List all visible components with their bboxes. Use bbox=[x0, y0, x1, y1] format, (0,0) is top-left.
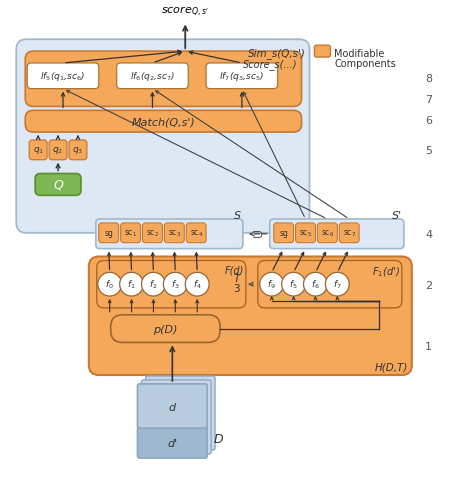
FancyBboxPatch shape bbox=[143, 224, 162, 243]
Text: f$_9$: f$_9$ bbox=[267, 278, 276, 291]
Ellipse shape bbox=[260, 273, 284, 296]
Ellipse shape bbox=[98, 273, 122, 296]
Text: 4: 4 bbox=[425, 229, 433, 239]
Text: 7: 7 bbox=[425, 95, 433, 105]
Text: Components: Components bbox=[334, 59, 396, 69]
FancyBboxPatch shape bbox=[121, 224, 141, 243]
FancyBboxPatch shape bbox=[270, 220, 404, 249]
Text: sc$_4$: sc$_4$ bbox=[189, 228, 203, 239]
FancyBboxPatch shape bbox=[138, 384, 207, 428]
FancyBboxPatch shape bbox=[89, 257, 412, 375]
FancyBboxPatch shape bbox=[274, 224, 294, 243]
Text: q$_1$: q$_1$ bbox=[32, 145, 44, 156]
Text: D: D bbox=[214, 432, 224, 445]
Text: 8: 8 bbox=[425, 74, 433, 83]
FancyBboxPatch shape bbox=[339, 224, 359, 243]
Text: Q: Q bbox=[53, 179, 63, 191]
Text: f$_5$: f$_5$ bbox=[289, 278, 298, 291]
Text: $\mathit{score}_{Q,s^{\prime}}$: $\mathit{score}_{Q,s^{\prime}}$ bbox=[161, 4, 209, 19]
Text: S: S bbox=[234, 211, 241, 221]
Text: 5: 5 bbox=[425, 145, 432, 156]
FancyBboxPatch shape bbox=[164, 224, 184, 243]
Ellipse shape bbox=[282, 273, 305, 296]
Text: sc$_7$: sc$_7$ bbox=[343, 228, 356, 239]
Text: d': d' bbox=[167, 438, 177, 448]
Text: q$_3$: q$_3$ bbox=[72, 145, 83, 156]
Ellipse shape bbox=[120, 273, 143, 296]
Text: 3: 3 bbox=[234, 284, 240, 293]
Text: q$_2$: q$_2$ bbox=[52, 145, 64, 156]
FancyBboxPatch shape bbox=[314, 46, 330, 58]
FancyBboxPatch shape bbox=[16, 40, 309, 233]
Text: 1: 1 bbox=[425, 342, 432, 352]
Text: f$_6$: f$_6$ bbox=[311, 278, 320, 291]
FancyBboxPatch shape bbox=[186, 224, 206, 243]
FancyBboxPatch shape bbox=[49, 141, 67, 161]
Text: f$_3$: f$_3$ bbox=[171, 278, 179, 291]
Ellipse shape bbox=[142, 273, 166, 296]
FancyBboxPatch shape bbox=[69, 141, 87, 161]
FancyBboxPatch shape bbox=[97, 261, 246, 308]
Text: sc$_6$: sc$_6$ bbox=[321, 228, 334, 239]
Ellipse shape bbox=[185, 273, 209, 296]
Text: T: T bbox=[234, 274, 240, 284]
Text: f$_1$: f$_1$ bbox=[127, 278, 136, 291]
Text: F(d): F(d) bbox=[225, 265, 244, 275]
Ellipse shape bbox=[163, 273, 187, 296]
Text: f$_2$: f$_2$ bbox=[149, 278, 158, 291]
Text: 6: 6 bbox=[425, 116, 432, 126]
FancyBboxPatch shape bbox=[138, 428, 207, 458]
Text: sg: sg bbox=[104, 229, 113, 238]
Text: F$_1$(d'): F$_1$(d') bbox=[372, 265, 400, 279]
Text: f$_4$: f$_4$ bbox=[193, 278, 202, 291]
Ellipse shape bbox=[304, 273, 327, 296]
Text: lf$_7$(q$_3$,sc$_5$): lf$_7$(q$_3$,sc$_5$) bbox=[219, 70, 264, 83]
Text: lf$_6$(q$_2$,sc$_7$): lf$_6$(q$_2$,sc$_7$) bbox=[130, 70, 175, 83]
FancyBboxPatch shape bbox=[99, 224, 119, 243]
FancyBboxPatch shape bbox=[110, 315, 220, 343]
Text: sc$_3$: sc$_3$ bbox=[168, 228, 181, 239]
Text: d: d bbox=[169, 402, 176, 412]
FancyBboxPatch shape bbox=[146, 376, 215, 450]
Text: S': S' bbox=[392, 211, 402, 221]
FancyBboxPatch shape bbox=[27, 64, 99, 89]
Text: Match(Q,s'): Match(Q,s') bbox=[132, 117, 195, 127]
Text: H(D,T): H(D,T) bbox=[374, 361, 408, 371]
Text: sc$_5$: sc$_5$ bbox=[299, 228, 312, 239]
Text: lf$_5$(q$_1$,sc$_6$): lf$_5$(q$_1$,sc$_6$) bbox=[41, 70, 86, 83]
Text: f$_0$: f$_0$ bbox=[105, 278, 114, 291]
FancyBboxPatch shape bbox=[258, 261, 402, 308]
Text: sc$_1$: sc$_1$ bbox=[124, 228, 137, 239]
Text: 2: 2 bbox=[425, 281, 433, 290]
FancyBboxPatch shape bbox=[25, 111, 302, 133]
FancyBboxPatch shape bbox=[96, 220, 243, 249]
Text: sg: sg bbox=[279, 229, 288, 238]
Text: p(D): p(D) bbox=[153, 324, 178, 334]
FancyBboxPatch shape bbox=[35, 174, 81, 196]
FancyBboxPatch shape bbox=[138, 384, 207, 458]
Text: Sim_s(Q,s'): Sim_s(Q,s') bbox=[248, 48, 305, 59]
Text: Modifiable: Modifiable bbox=[334, 49, 385, 59]
Text: ⊃: ⊃ bbox=[252, 227, 264, 241]
FancyBboxPatch shape bbox=[295, 224, 315, 243]
Text: Score_s(...): Score_s(...) bbox=[243, 59, 298, 70]
FancyBboxPatch shape bbox=[206, 64, 278, 89]
FancyBboxPatch shape bbox=[29, 141, 47, 161]
Text: sc$_2$: sc$_2$ bbox=[146, 228, 159, 239]
Ellipse shape bbox=[325, 273, 349, 296]
FancyBboxPatch shape bbox=[117, 64, 188, 89]
FancyBboxPatch shape bbox=[318, 224, 337, 243]
Text: f$_7$: f$_7$ bbox=[333, 278, 342, 291]
FancyBboxPatch shape bbox=[25, 52, 302, 107]
FancyBboxPatch shape bbox=[142, 380, 211, 454]
